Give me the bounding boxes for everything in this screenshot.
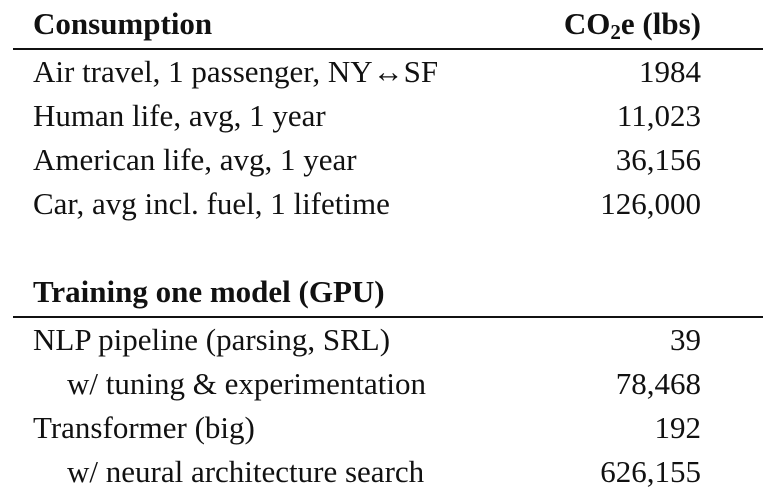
- row-value: 78,468: [615, 366, 701, 401]
- consumption-header-label: Consumption: [33, 6, 213, 41]
- table-row: w/ tuning & experimentation 78,468: [13, 362, 763, 406]
- row-value: 36,156: [615, 142, 701, 177]
- co2e-header: CO2e (lbs): [564, 0, 701, 48]
- row-label: American life, avg, 1 year: [33, 142, 357, 177]
- table-row: Transformer (big) 192: [13, 406, 763, 450]
- row-label: Car, avg incl. fuel, 1 lifetime: [33, 186, 390, 221]
- consumption-header: Consumption CO2e (lbs): [13, 0, 763, 48]
- row-label: w/ neural architecture search: [67, 454, 425, 489]
- table-row: Air travel, 1 passenger, NY↔SF 1984: [13, 50, 763, 94]
- row-value: 626,155: [600, 454, 701, 489]
- row-value: 192: [654, 410, 702, 445]
- co2e-header-suffix: e (lbs): [620, 6, 701, 41]
- co2-table: Consumption CO2e (lbs) Air travel, 1 pas…: [13, 0, 763, 494]
- row-value: 126,000: [600, 186, 701, 221]
- consumption-rule: [13, 48, 763, 50]
- table-row: NLP pipeline (parsing, SRL) 39: [13, 318, 763, 362]
- row-value: 11,023: [616, 98, 701, 133]
- table-row: w/ neural architecture search 626,155: [13, 450, 763, 494]
- co2e-header-prefix: CO: [563, 6, 611, 41]
- table-row: American life, avg, 1 year 36,156: [13, 138, 763, 182]
- co2e-header-subscript: 2: [610, 20, 621, 44]
- row-value: 39: [670, 322, 701, 357]
- row-label: NLP pipeline (parsing, SRL): [33, 322, 391, 357]
- row-label: Human life, avg, 1 year: [33, 98, 326, 133]
- row-label: w/ tuning & experimentation: [67, 366, 427, 401]
- section-spacer: [13, 226, 763, 268]
- training-header-label: Training one model (GPU): [33, 274, 385, 309]
- row-label: Air travel, 1 passenger, NY↔SF: [33, 54, 439, 89]
- training-rule: [13, 316, 763, 318]
- table-row: Human life, avg, 1 year 11,023: [13, 94, 763, 138]
- training-header: Training one model (GPU): [13, 268, 763, 316]
- row-label: Transformer (big): [33, 410, 255, 445]
- row-value: 1984: [639, 54, 701, 89]
- table-row: Car, avg incl. fuel, 1 lifetime 126,000: [13, 182, 763, 226]
